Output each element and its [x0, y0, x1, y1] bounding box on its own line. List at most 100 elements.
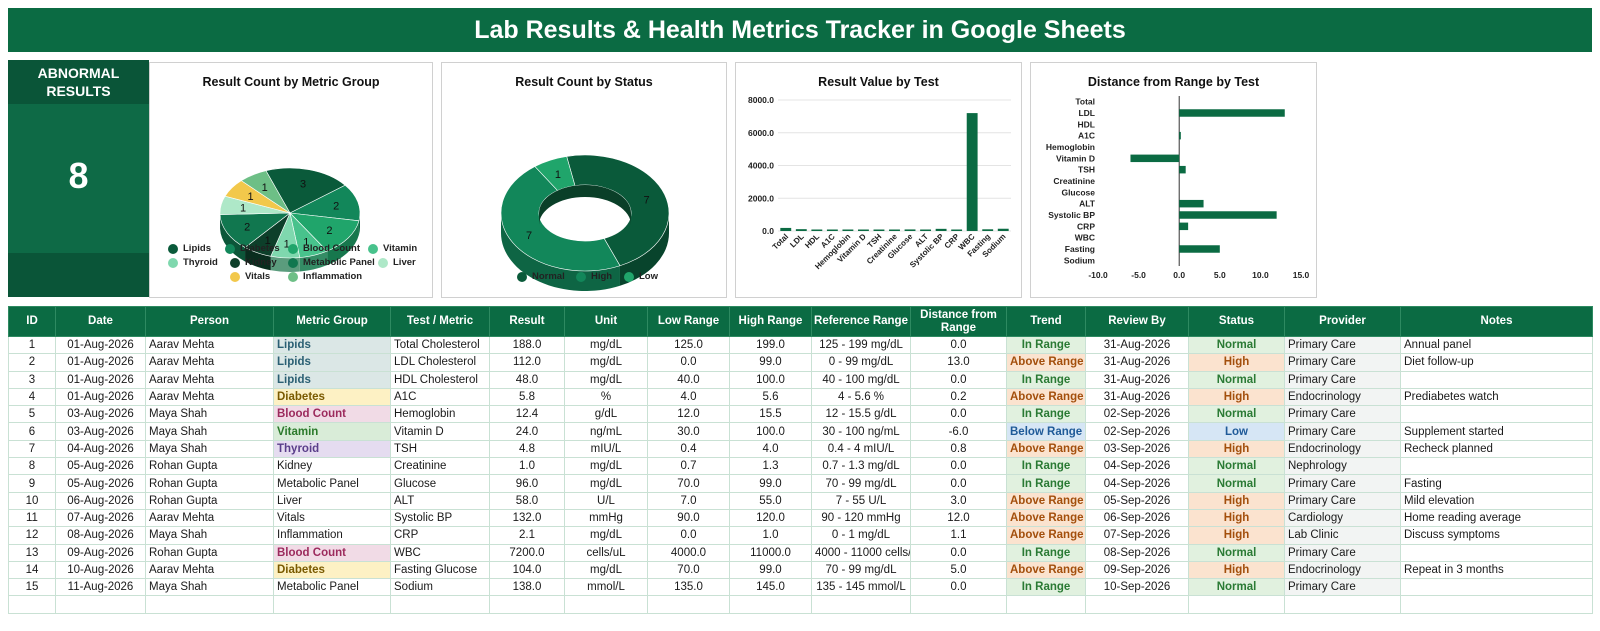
table-cell[interactable]: Diabetes	[273, 560, 391, 580]
column-header[interactable]: Status	[1188, 306, 1285, 337]
table-cell[interactable]: cells/uL	[564, 543, 648, 562]
table-cell[interactable]: 5.0	[910, 560, 1007, 580]
table-cell[interactable]: 5.6	[729, 387, 812, 407]
table-cell[interactable]: 0.0	[647, 526, 730, 545]
table-cell[interactable]: 99.0	[729, 560, 812, 580]
table-cell[interactable]: 0.0	[910, 405, 1007, 424]
table-cell[interactable]: 2.1	[489, 526, 565, 545]
column-header[interactable]: ID	[8, 306, 56, 337]
column-header[interactable]: Metric Group	[273, 306, 391, 337]
table-cell[interactable]: 31-Aug-2026	[1085, 370, 1189, 389]
table-cell[interactable]	[1400, 578, 1593, 597]
table-cell[interactable]: 0.0	[910, 543, 1007, 562]
table-cell[interactable]: 90.0	[647, 508, 730, 528]
table-cell[interactable]: 7200.0	[489, 543, 565, 562]
table-cell[interactable]: Primary Care	[1284, 422, 1401, 441]
table-cell[interactable]: 06-Aug-2026	[55, 491, 146, 510]
table-cell[interactable]: 0 - 99 mg/dL	[811, 353, 911, 372]
table-cell[interactable]: 90 - 120 mmHg	[811, 508, 911, 528]
table-cell[interactable]: Lipids	[273, 353, 391, 372]
table-cell[interactable]: 112.0	[489, 353, 565, 372]
table-cell[interactable]: mIU/L	[564, 439, 648, 459]
table-cell[interactable]: Glucose	[390, 474, 490, 493]
table-cell[interactable]: Aarav Mehta	[145, 335, 274, 355]
table-cell[interactable]: 4.8	[489, 439, 565, 459]
table-cell[interactable]: 03-Aug-2026	[55, 405, 146, 424]
table-cell[interactable]: 0.8	[910, 439, 1007, 459]
table-cell[interactable]	[811, 595, 911, 614]
table-cell[interactable]: g/dL	[564, 405, 648, 424]
table-cell[interactable]: 138.0	[489, 578, 565, 597]
table-cell[interactable]: Normal	[1188, 543, 1285, 562]
table-cell[interactable]: 2	[8, 353, 56, 372]
table-cell[interactable]: Below Range	[1006, 422, 1086, 441]
table-cell[interactable]: 11000.0	[729, 543, 812, 562]
table-cell[interactable]: In Range	[1006, 543, 1086, 562]
table-cell[interactable]: 4 - 5.6 %	[811, 387, 911, 407]
column-header[interactable]: Person	[145, 306, 274, 337]
column-header[interactable]: Result	[489, 306, 565, 337]
table-cell[interactable]: Sodium	[390, 578, 490, 597]
table-cell[interactable]: Maya Shah	[145, 578, 274, 597]
table-cell[interactable]: In Range	[1006, 335, 1086, 355]
table-cell[interactable]	[489, 595, 565, 614]
table-cell[interactable]: Lipids	[273, 370, 391, 389]
column-header[interactable]: Trend	[1006, 306, 1086, 337]
table-cell[interactable]: 03-Sep-2026	[1085, 439, 1189, 459]
chart-distance[interactable]: Distance from Range by Test Total LDL HDL A…	[1030, 62, 1317, 298]
chart-result-value[interactable]: Result Value by Test 0.0 2000.0 4000.0 6000…	[735, 62, 1022, 298]
table-cell[interactable]: 55.0	[729, 491, 812, 510]
table-cell[interactable]	[390, 595, 490, 614]
table-cell[interactable]: 48.0	[489, 370, 565, 389]
table-cell[interactable]	[1284, 595, 1401, 614]
table-cell[interactable]: Prediabetes watch	[1400, 387, 1593, 407]
table-cell[interactable]: 01-Aug-2026	[55, 370, 146, 389]
table-cell[interactable]: Aarav Mehta	[145, 370, 274, 389]
table-cell[interactable]	[8, 595, 56, 614]
table-cell[interactable]: Above Range	[1006, 491, 1086, 510]
table-cell[interactable]: 14	[8, 560, 56, 580]
table-cell[interactable]: In Range	[1006, 474, 1086, 493]
table-cell[interactable]: Primary Care	[1284, 578, 1401, 597]
table-cell[interactable]: 04-Sep-2026	[1085, 474, 1189, 493]
table-cell[interactable]: ALT	[390, 491, 490, 510]
table-cell[interactable]: Aarav Mehta	[145, 508, 274, 528]
table-cell[interactable]: 0.0	[910, 578, 1007, 597]
table-cell[interactable]: High	[1188, 439, 1285, 459]
table-cell[interactable]: Rohan Gupta	[145, 543, 274, 562]
table-cell[interactable]: Hemoglobin	[390, 405, 490, 424]
table-cell[interactable]	[1400, 405, 1593, 424]
chart-status[interactable]: Result Count by Status 7 7 1 Normal High Low	[441, 62, 727, 298]
table-cell[interactable]: 9	[8, 474, 56, 493]
table-cell[interactable]: 09-Aug-2026	[55, 543, 146, 562]
table-cell[interactable]: 12.0	[647, 405, 730, 424]
table-cell[interactable]: 3.0	[910, 491, 1007, 510]
table-cell[interactable]: 07-Sep-2026	[1085, 526, 1189, 545]
table-cell[interactable]: 31-Aug-2026	[1085, 335, 1189, 355]
table-cell[interactable]: Rohan Gupta	[145, 457, 274, 476]
table-cell[interactable]: 0.0	[910, 335, 1007, 355]
table-cell[interactable]: In Range	[1006, 405, 1086, 424]
table-cell[interactable]: 0.0	[910, 370, 1007, 389]
table-cell[interactable]: 5	[8, 405, 56, 424]
column-header[interactable]: Reference Range	[811, 306, 911, 337]
table-cell[interactable]: Above Range	[1006, 353, 1086, 372]
table-cell[interactable]: Home reading average	[1400, 508, 1593, 528]
table-cell[interactable]: ng/mL	[564, 422, 648, 441]
table-cell[interactable]: Low	[1188, 422, 1285, 441]
table-cell[interactable]: Primary Care	[1284, 405, 1401, 424]
table-cell[interactable]: 4	[8, 387, 56, 407]
table-cell[interactable]: Rohan Gupta	[145, 491, 274, 510]
table-cell[interactable]	[1400, 543, 1593, 562]
table-cell[interactable]: mg/dL	[564, 474, 648, 493]
table-cell[interactable]: Aarav Mehta	[145, 560, 274, 580]
table-cell[interactable]: 125.0	[647, 335, 730, 355]
table-cell[interactable]: Rohan Gupta	[145, 474, 274, 493]
table-cell[interactable]: Discuss symptoms	[1400, 526, 1593, 545]
table-cell[interactable]: Endocrinology	[1284, 439, 1401, 459]
table-cell[interactable]: 02-Sep-2026	[1085, 405, 1189, 424]
table-cell[interactable]: 02-Sep-2026	[1085, 422, 1189, 441]
table-cell[interactable]: TSH	[390, 439, 490, 459]
table-cell[interactable]	[1188, 595, 1285, 614]
table-cell[interactable]: 11-Aug-2026	[55, 578, 146, 597]
